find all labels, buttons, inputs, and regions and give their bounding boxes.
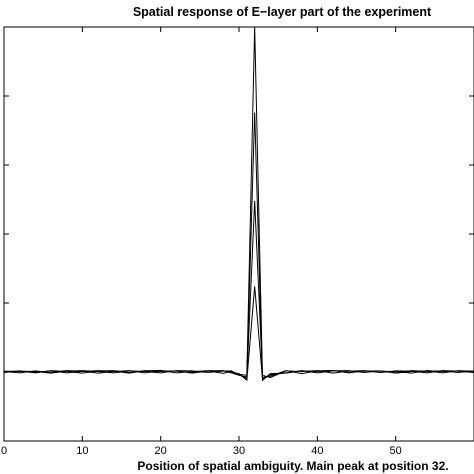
- series-line-2: [3, 112, 474, 382]
- series-lines: [3, 26, 474, 382]
- x-tick-label-4: 40: [311, 445, 323, 457]
- plot-frame: [3, 26, 474, 442]
- x-tick-label-1: 10: [76, 445, 88, 457]
- series-line-4: [3, 286, 474, 382]
- x-tick-label-3: 30: [233, 445, 245, 457]
- y-axis-ticks: [4, 95, 474, 373]
- series-line-1: [3, 26, 474, 379]
- x-axis-label: Position of spatial ambiguity. Main peak…: [137, 459, 448, 473]
- x-tick-label-0: 0: [1, 445, 7, 457]
- series-line-3: [3, 200, 474, 380]
- chart-title: Spatial response of E−layer part of the …: [133, 5, 432, 19]
- x-axis-ticks: 0 10 20 30 40 50: [1, 27, 402, 457]
- x-tick-label-2: 20: [155, 445, 167, 457]
- x-tick-label-5: 50: [390, 445, 402, 457]
